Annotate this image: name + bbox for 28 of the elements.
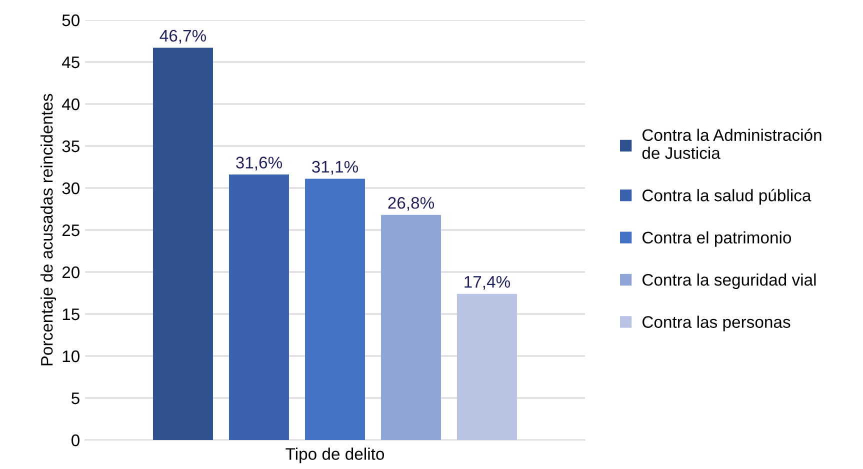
legend-label: Contra la seguridad vial [642, 274, 816, 290]
legend-label: Contra la Administración de Justicia [642, 128, 822, 159]
y-tick-label: 20 [62, 266, 80, 278]
data-label: 17,4% [464, 276, 510, 290]
bar [153, 48, 213, 440]
y-tick-label: 35 [62, 140, 80, 152]
bar [305, 178, 365, 440]
data-label: 31,1% [312, 160, 358, 175]
y-tick-label: 45 [62, 56, 80, 68]
y-axis-title: Porcentaje de acusadas reincidentes [40, 94, 56, 366]
data-label: 31,6% [236, 156, 282, 170]
y-tick-label: 5 [72, 392, 80, 404]
data-label: 26,8% [388, 197, 434, 211]
legend-label: Contra las personas [642, 316, 790, 332]
x-axis-title: Tipo de delito [286, 448, 384, 464]
bar [381, 214, 441, 440]
y-tick-label: 0 [72, 434, 80, 446]
y-tick-label: 15 [62, 308, 80, 320]
y-tick-label: 30 [62, 182, 80, 194]
bar [229, 174, 289, 440]
y-tick-label: 50 [62, 14, 80, 26]
bar [457, 294, 517, 440]
legend-label: Contra el patrimonio [642, 231, 792, 247]
legend-label: Contra la salud pública [642, 188, 812, 205]
y-tick-label: 40 [62, 98, 80, 110]
y-tick-label: 25 [62, 224, 80, 236]
y-tick-label: 10 [62, 350, 80, 362]
data-label: 46,7% [160, 30, 206, 44]
